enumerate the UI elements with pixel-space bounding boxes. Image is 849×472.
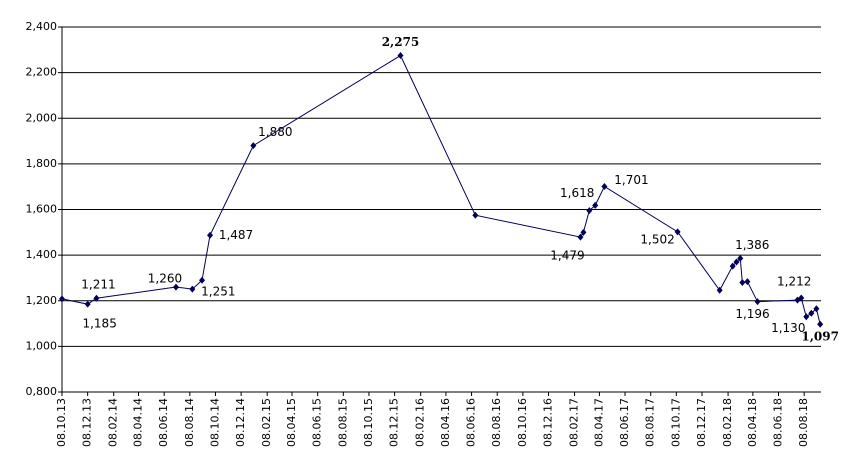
data-label: 1,097 [801, 330, 839, 344]
data-label: 1,487 [219, 228, 253, 242]
x-tick-label: 08.10.16 [516, 398, 529, 447]
x-tick-label: 08.02.14 [107, 398, 120, 447]
x-tick-label: 08.08.18 [797, 398, 810, 447]
data-label: 1,880 [258, 125, 292, 139]
data-label: 1,196 [735, 307, 769, 321]
x-tick-label: 08.04.14 [132, 398, 145, 447]
y-tick-label: 1,800 [26, 157, 58, 170]
marker [737, 254, 744, 262]
x-tick-label: 08.04.17 [592, 398, 605, 447]
y-tick-label: 2,000 [26, 111, 58, 124]
marker [729, 262, 736, 270]
data-label: 1,701 [614, 173, 648, 187]
marker [59, 295, 65, 303]
y-tick-label: 1,200 [26, 294, 58, 307]
x-tick-label: 08.08.16 [490, 398, 503, 447]
y-tick-label: 0,800 [26, 385, 58, 398]
x-tick-label: 08.04.18 [746, 398, 759, 447]
data-label: 1,185 [82, 317, 116, 331]
marker [808, 309, 815, 317]
x-tick-label: 08.02.16 [414, 398, 427, 447]
y-tick-label: 1,400 [26, 248, 58, 261]
x-tick-label: 08.12.14 [234, 398, 247, 447]
marker [817, 320, 824, 328]
marker [813, 305, 820, 313]
marker [716, 286, 723, 294]
data-label: 2,275 [382, 35, 420, 49]
data-label: 1,130 [771, 321, 805, 335]
marker [798, 294, 805, 302]
data-label: 1,251 [201, 285, 235, 299]
y-tick-label: 1,000 [26, 339, 58, 352]
y-tick-label: 2,400 [26, 20, 58, 33]
marker [674, 228, 681, 236]
data-label: 1,212 [777, 275, 811, 289]
marker [592, 201, 599, 209]
marker [580, 228, 587, 236]
x-tick-label: 08.10.14 [208, 398, 221, 447]
marker [601, 182, 608, 190]
marker [739, 279, 746, 286]
data-label: 1,502 [640, 232, 674, 246]
x-tick-label: 08.10.13 [55, 398, 68, 447]
x-tick-label: 08.10.17 [669, 398, 682, 447]
data-label: 1,618 [560, 186, 594, 200]
marker [472, 211, 479, 219]
marker [397, 52, 404, 60]
x-tick-label: 08.08.15 [336, 398, 349, 447]
x-tick-label: 08.12.15 [388, 398, 401, 447]
marker [250, 142, 257, 150]
x-tick-label: 08.02.15 [260, 398, 273, 447]
x-tick-label: 08.10.15 [362, 398, 375, 447]
marker [577, 233, 584, 241]
data-label: 1,260 [148, 272, 182, 286]
x-tick-label: 08.12.16 [542, 398, 555, 447]
x-tick-label: 08.12.17 [695, 398, 708, 447]
x-tick-label: 08.02.17 [568, 398, 581, 447]
marker [586, 207, 593, 215]
x-tick-label: 08.02.18 [721, 398, 734, 447]
marker [733, 258, 740, 266]
marker [744, 278, 751, 286]
data-label: 1,386 [735, 238, 769, 252]
marker [803, 313, 810, 321]
x-tick-label: 08.06.15 [311, 398, 324, 447]
marker [172, 283, 179, 291]
y-tick-label: 1,600 [26, 203, 58, 216]
x-tick-label: 08.06.16 [465, 398, 478, 447]
marker [93, 294, 100, 302]
x-tick-label: 08.12.13 [81, 398, 94, 447]
marker [754, 298, 761, 306]
data-label: 1,211 [81, 278, 115, 292]
marker [199, 276, 206, 284]
y-tick-label: 2,200 [26, 66, 58, 79]
x-tick-label: 08.08.17 [644, 398, 657, 447]
x-tick-label: 08.06.14 [157, 398, 170, 447]
marker [207, 231, 214, 239]
x-tick-label: 08.08.14 [183, 398, 196, 447]
x-tick-label: 08.06.17 [618, 398, 631, 447]
marker [189, 285, 196, 293]
x-tick-label: 08.04.16 [439, 398, 452, 447]
data-label: 1,479 [550, 249, 584, 263]
marker [84, 300, 91, 308]
x-tick-label: 08.06.18 [772, 398, 785, 447]
x-tick-label: 08.04.15 [285, 398, 298, 447]
